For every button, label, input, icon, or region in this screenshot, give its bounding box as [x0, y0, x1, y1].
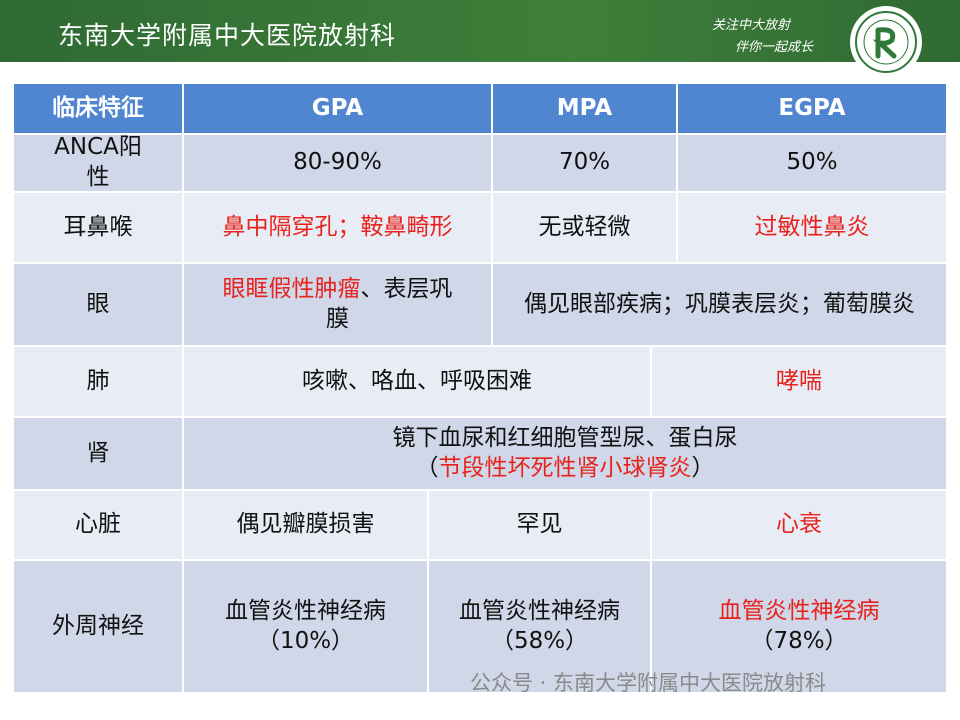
cell-text: （58%） [490, 627, 589, 654]
table-cell: 鼻中隔穿孔；鞍鼻畸形 [183, 192, 492, 263]
table-cell: MPA [492, 83, 677, 134]
cell-line: 80-90% [293, 148, 382, 178]
table-cell: 镜下血尿和红细胞管型尿、蛋白尿 （节段性坏死性肾小球肾炎） [183, 417, 947, 490]
table-cell: 心脏 [13, 490, 183, 560]
cell-text: 血管炎性神经病 [225, 597, 386, 624]
slogan: 伴你一起成长 [735, 40, 814, 55]
cell-text: 50% [786, 149, 838, 176]
table-cell: EGPA [677, 83, 947, 134]
cell-text: 鼻中隔穿孔；鞍鼻畸形 [222, 213, 453, 240]
watermark: 公众号 · 东南大学附属中大医院放射科 [470, 671, 827, 695]
cell-text: 血管炎性神经病 [459, 597, 620, 624]
cell-line: 鼻中隔穿孔；鞍鼻畸形 [223, 213, 453, 243]
cell-text: （ [415, 454, 439, 481]
cell-line: 罕见 [517, 510, 563, 540]
cell-text: 、表层巩膜 [326, 275, 453, 332]
table-cell: 临床特征 [13, 83, 183, 134]
table-cell: 80-90% [183, 134, 492, 192]
table-cell: 血管炎性神经病 （78%） [651, 560, 947, 693]
cell-line: 偶见眼部疾病；巩膜表层炎；葡萄膜炎 [524, 290, 915, 320]
table-cell: 眼 [13, 263, 183, 346]
cell-line: 50% [786, 148, 837, 178]
slogan: 关注中大放射 [712, 18, 791, 33]
cell-text: 心衰 [776, 511, 822, 538]
table-cell: 无或轻微 [492, 192, 677, 263]
table-cell: 心衰 [651, 490, 947, 560]
cell-line: 无或轻微 [539, 213, 631, 243]
table-cell: 肺 [13, 346, 183, 417]
table-cell: 过敏性鼻炎 [677, 192, 947, 263]
cell-line: 血管炎性神经病 [459, 597, 620, 627]
cell-text: 咳嗽、咯血、呼吸困难 [302, 367, 532, 394]
table-cell: 50% [677, 134, 947, 192]
table-cell: 外周神经 [13, 560, 183, 693]
cell-line: 镜下血尿和红细胞管型尿、蛋白尿 [393, 424, 738, 454]
table-cell: 眼眶假性肿瘤、表层巩膜 [183, 263, 492, 346]
cell-text: （78%） [750, 627, 848, 654]
cell-text: ） [691, 454, 715, 481]
cell-line: 眼眶假性肿瘤、表层巩膜 [214, 275, 461, 335]
header-title: 东南大学附属中大医院放射科 [58, 21, 397, 50]
cell-line: （58%） [491, 627, 588, 657]
table-cell: 罕见 [428, 490, 651, 560]
cell-text: 偶见眼部疾病；巩膜表层炎；葡萄膜炎 [524, 290, 915, 317]
cell-line: 70% [559, 148, 610, 178]
cell-line: （10%） [257, 627, 354, 657]
cell-line: （节段性坏死性肾小球肾炎） [416, 454, 715, 484]
cell-text: 罕见 [516, 511, 563, 538]
table-cell: 耳鼻喉 [13, 192, 183, 263]
cell-text: 70% [558, 149, 611, 176]
table-cell: ANCA阳性 [13, 134, 183, 192]
cell-line: 心衰 [776, 510, 822, 540]
cell-text: 哮喘 [776, 367, 822, 394]
table-cell: 70% [492, 134, 677, 192]
table-cell: 哮喘 [651, 346, 947, 417]
table-cell: 血管炎性神经病 （10%） [183, 560, 428, 693]
cell-line: 咳嗽、咯血、呼吸困难 [302, 367, 532, 397]
table-cell: 咳嗽、咯血、呼吸困难 [183, 346, 651, 417]
cell-line: 血管炎性神经病 [719, 597, 880, 627]
cell-line: 血管炎性神经病 [225, 597, 386, 627]
cell-line: （78%） [750, 627, 847, 657]
cell-text: 过敏性鼻炎 [754, 213, 870, 240]
table-cell: GPA [183, 83, 492, 134]
cell-text: 80-90% [293, 149, 382, 176]
table-cell: 偶见眼部疾病；巩膜表层炎；葡萄膜炎 [492, 263, 947, 346]
cell-text: 无或轻微 [538, 213, 631, 240]
cell-text: 节段性坏死性肾小球肾炎 [438, 454, 692, 481]
cell-text: 偶见瓣膜损害 [236, 511, 375, 538]
table-cell: 血管炎性神经病 （58%） [428, 560, 651, 693]
logo [850, 6, 922, 78]
header-band: 东南大学附属中大医院放射科 关注中大放射 伴你一起成长 [0, 0, 960, 78]
cell-text: 眼眶假性肿瘤 [222, 275, 361, 302]
cell-line: 偶见瓣膜损害 [237, 510, 375, 540]
cell-text: （10%） [256, 627, 355, 654]
table-cell: 偶见瓣膜损害 [183, 490, 428, 560]
cell-text: 镜下血尿和红细胞管型尿、蛋白尿 [392, 424, 738, 451]
table-cell: 肾 [13, 417, 183, 490]
cell-text: 血管炎性神经病 [718, 597, 880, 624]
cell-line: 哮喘 [776, 367, 822, 397]
cell-line: 过敏性鼻炎 [755, 213, 870, 243]
